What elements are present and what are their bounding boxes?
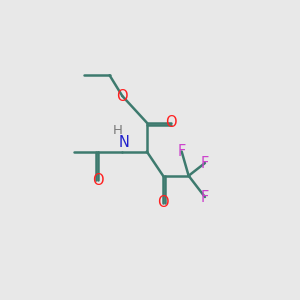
Text: O: O xyxy=(165,115,177,130)
Text: O: O xyxy=(92,173,104,188)
Text: O: O xyxy=(116,88,128,104)
Text: F: F xyxy=(178,144,186,159)
Text: H: H xyxy=(113,124,123,137)
Text: F: F xyxy=(201,190,209,205)
Text: F: F xyxy=(201,155,209,170)
Text: N: N xyxy=(119,135,130,150)
Text: O: O xyxy=(157,195,169,210)
